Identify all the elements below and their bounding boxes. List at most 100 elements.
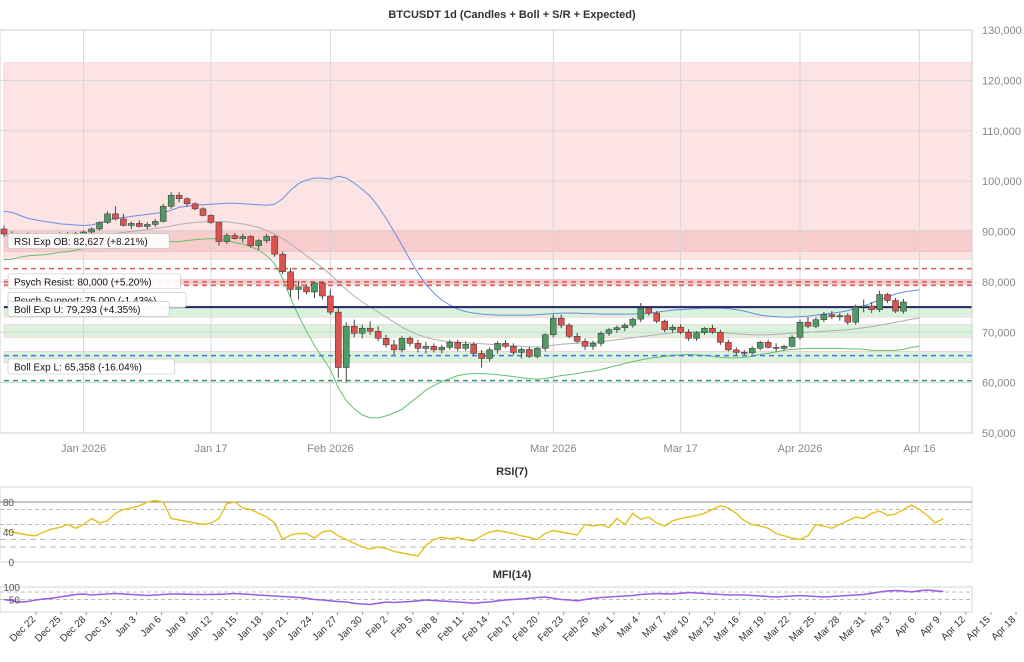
- rsi-series-line: [3, 499, 944, 557]
- candle: [358, 324, 366, 339]
- date-tick-label: Feb 14: [461, 614, 491, 644]
- candle: [892, 297, 899, 314]
- candle: [207, 214, 215, 224]
- candle: [462, 341, 469, 351]
- candle: [478, 349, 485, 368]
- candle: [573, 332, 581, 344]
- candle: [350, 319, 358, 338]
- y-tick-label: 50,000: [982, 428, 1016, 440]
- candle: [104, 211, 111, 224]
- candle: [112, 206, 119, 221]
- date-tick-label: Apr 18: [990, 614, 1019, 643]
- rsi-y-axis: 80 40 0: [3, 498, 15, 569]
- candle: [183, 197, 191, 207]
- candle: [199, 207, 207, 217]
- annotation-text: Boll Exp U: 79,293 (+4.35%): [14, 305, 140, 316]
- y-tick-label: 120,000: [982, 75, 1022, 87]
- candle: [661, 319, 668, 333]
- candle: [565, 323, 573, 339]
- date-tick-label: Jan 12: [185, 614, 214, 643]
- candle: [430, 343, 438, 353]
- date-tick-label: Dec 28: [58, 614, 88, 644]
- x-tick-label: Mar 2026: [530, 443, 576, 455]
- candle: [0, 225, 8, 237]
- annotation-label: Psych Resist: 80,000 (+5.20%): [7, 273, 181, 290]
- y-tick-label: 130,000: [982, 25, 1022, 37]
- date-tick-label: Mar 19: [737, 614, 767, 644]
- candle: [343, 322, 350, 383]
- date-tick-label: Apr 12: [939, 614, 968, 643]
- candle: [605, 328, 613, 336]
- candle: [677, 324, 684, 335]
- candle: [701, 327, 708, 335]
- y-tick-label: 110,000: [982, 126, 1021, 138]
- date-tick-label: Apr 15: [964, 614, 993, 643]
- x-tick-label: Apr 2026: [778, 443, 823, 455]
- date-tick-label: Feb 23: [536, 614, 566, 644]
- candle: [852, 304, 859, 325]
- rsi-y-tick: 40: [3, 528, 15, 539]
- candle: [311, 281, 318, 298]
- main-x-axis: Jan 2026 Jan 17 Feb 2026 Mar 2026 Mar 17 Apr …: [61, 443, 936, 455]
- rsi-grid: [0, 486, 973, 563]
- candle: [637, 303, 645, 323]
- mfi-series-line: [3, 589, 944, 606]
- candle: [366, 321, 374, 335]
- candle: [120, 213, 127, 227]
- candle: [128, 221, 135, 229]
- date-tick-label: Mar 13: [687, 614, 717, 644]
- candle: [812, 317, 820, 329]
- main-chart-title: BTCUSDT 1d (Candles + Boll + S/R + Expec…: [388, 9, 636, 21]
- candle: [526, 346, 533, 358]
- candle: [335, 308, 342, 378]
- candle: [844, 313, 852, 325]
- main-y-axis: 130,000 120,000 110,000 100,000 90,000 80,000…: [982, 25, 1022, 440]
- candle: [247, 235, 255, 248]
- rsi-title: RSI(7): [496, 466, 528, 478]
- date-tick-label: Apr 6: [893, 614, 918, 639]
- date-tick-label: Jan 30: [336, 614, 365, 643]
- date-tick-label: Jan 6: [139, 614, 164, 639]
- mfi-y-tick: 100: [3, 583, 20, 594]
- candle: [175, 192, 183, 203]
- candle: [414, 339, 422, 353]
- annotation-label: Boll Exp L: 65,358 (-16.04%): [7, 358, 176, 375]
- candle: [772, 343, 780, 352]
- candle: [669, 324, 676, 333]
- candle: [518, 347, 525, 359]
- date-tick-label: Mar 28: [812, 614, 842, 644]
- boll-upper-line: [3, 175, 920, 318]
- date-tick-label: Jan 15: [210, 614, 239, 643]
- candle: [717, 329, 724, 345]
- date-tick-label: Mar 16: [712, 614, 742, 644]
- candle: [709, 324, 716, 334]
- candle: [733, 347, 740, 355]
- candle: [319, 281, 326, 300]
- candle: [549, 314, 557, 338]
- x-tick-label: Mar 17: [663, 443, 697, 455]
- rsi-plot-border: [0, 486, 973, 563]
- annotation-label: RSI Exp OB: 82,627 (+8.21%): [7, 233, 170, 249]
- candle: [820, 312, 828, 323]
- candle: [836, 313, 844, 321]
- candle: [470, 342, 477, 357]
- candle: [287, 267, 294, 297]
- mfi-title: MFI(14): [493, 569, 532, 581]
- candle: [542, 333, 549, 352]
- candle: [191, 202, 199, 211]
- date-tick-label: Feb 2: [364, 614, 390, 640]
- y-tick-label: 100,000: [982, 176, 1022, 188]
- main-grid: [0, 29, 972, 434]
- candle: [653, 311, 660, 324]
- candle: [725, 339, 732, 352]
- date-tick-label: Feb 5: [389, 614, 415, 640]
- date-tick-label: Mar 4: [615, 614, 641, 640]
- candle: [303, 284, 310, 295]
- candle: [215, 221, 223, 246]
- candle: [581, 338, 589, 350]
- candle: [748, 346, 756, 355]
- candle: [780, 344, 788, 351]
- candle: [597, 331, 605, 347]
